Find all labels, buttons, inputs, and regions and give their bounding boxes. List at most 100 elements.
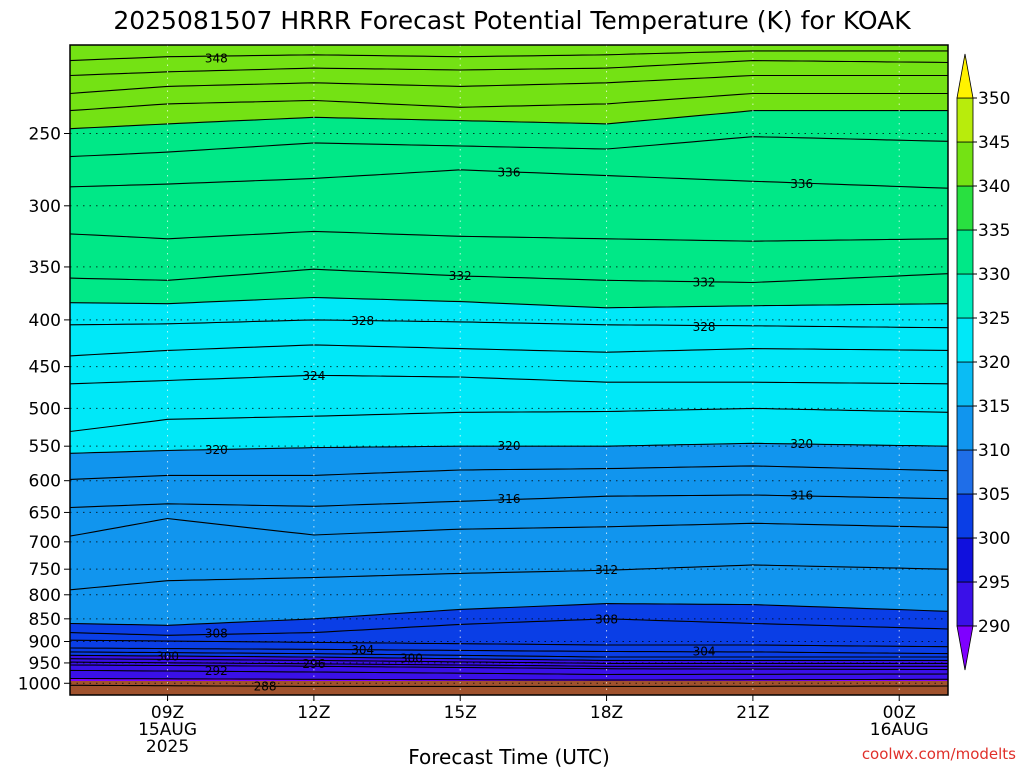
colorbar-segment: [956, 361, 974, 407]
isotherm-296: [70, 661, 948, 667]
contour-label: 324: [302, 369, 325, 383]
contour-label: 300: [156, 650, 179, 664]
colorbar-tick-label: 325: [978, 309, 1010, 329]
colorbar-segment: [956, 97, 974, 143]
isotherm-304: [70, 647, 948, 655]
colorbar-segment: [956, 493, 974, 539]
colorbar-high-arrow: [956, 53, 974, 99]
isotherm-308: [70, 618, 948, 636]
colorbar-tick-label: 320: [978, 353, 1010, 373]
fill-band-340: [70, 45, 948, 129]
colorbar-tick-label: 315: [978, 397, 1010, 417]
isotherm-334: [70, 230, 948, 242]
isotherm-292: [70, 669, 948, 676]
isotherm-290: [70, 677, 948, 681]
contour-label: 300: [400, 651, 423, 665]
x-tick-label: 16AUG: [870, 720, 929, 740]
x-tick-label: 21Z: [736, 703, 769, 723]
isotherm-300: [70, 654, 948, 661]
contour-label: 320: [205, 443, 228, 457]
isotherm-324: [70, 374, 948, 385]
isotherm-338: [70, 136, 948, 158]
y-tick-label: 750: [29, 560, 61, 580]
colorbar-tick-label: 300: [978, 529, 1010, 549]
contour-label: 328: [693, 320, 716, 334]
contour-label: 304: [693, 645, 716, 659]
x-tick-label: 15AUG: [138, 720, 197, 740]
colorbar-segment: [956, 229, 974, 275]
colorbar-segment: [956, 185, 974, 231]
isotherm-336: [70, 169, 948, 189]
x-tick-label: 09Z: [151, 703, 184, 723]
y-tick-label: 500: [29, 399, 61, 419]
contour-label: 304: [351, 643, 374, 657]
colorbar-tick-label: 350: [978, 89, 1010, 109]
filled-contours: [70, 45, 948, 695]
isotherm-310: [70, 603, 948, 626]
contour-label: 312: [595, 563, 618, 577]
colorbar-segment: [956, 317, 974, 363]
contour-label: 332: [693, 275, 716, 289]
colorbar-tick-label: 330: [978, 265, 1010, 285]
isotherm-312: [70, 564, 948, 591]
y-tick-label: 300: [29, 197, 61, 217]
y-axis: 2503003504004505005506006507007508008509…: [18, 124, 70, 694]
x-axis-label: Forecast Time (UTC): [408, 745, 610, 768]
isotherm-288: [70, 684, 948, 687]
isotherm-342: [70, 92, 948, 112]
plot-frame: [69, 44, 949, 696]
isotherm-316: [70, 494, 948, 509]
colorbar-segment: [956, 537, 974, 583]
y-tick-label: 250: [29, 124, 61, 144]
colorbar: 290 295 300 305 310 315 320 325 330 335 340 345 350: [956, 53, 1010, 671]
colorbar-tick-label: 290: [978, 617, 1010, 637]
isotherm-330: [70, 296, 948, 309]
y-tick-label: 850: [29, 610, 61, 630]
isotherm-328: [70, 319, 948, 329]
y-tick-label: 550: [29, 437, 61, 457]
colorbar-tick-label: 340: [978, 177, 1010, 197]
colorbar-tick-label: 295: [978, 573, 1010, 593]
y-tick-label: 800: [29, 586, 61, 606]
isotherm-298: [70, 658, 948, 664]
isotherm-306: [70, 639, 948, 648]
y-tick-label: 950: [29, 654, 61, 674]
grid: [70, 45, 948, 695]
colorbar-segment: [956, 449, 974, 495]
isotherm-344: [70, 74, 948, 95]
x-tick-label: 2025: [146, 737, 189, 757]
contour-label: 296: [302, 657, 325, 671]
chart-title: 2025081507 HRRR Forecast Potential Tempe…: [113, 6, 911, 35]
isotherm-340: [70, 110, 948, 130]
colorbar-tick-label: 335: [978, 221, 1010, 241]
colorbar-tick-label: 345: [978, 133, 1010, 153]
contour-label: 316: [790, 489, 813, 503]
y-tick-label: 450: [29, 358, 61, 378]
ground-surface: [70, 681, 948, 695]
isotherm-326: [70, 344, 948, 357]
contour-label: 316: [498, 492, 521, 506]
contour-labels: 348 336 336 332 332 328 328 324 320 320 320 316 316 3…: [156, 52, 813, 694]
contour-label: 308: [595, 612, 618, 626]
colorbar-tick-label: 305: [978, 485, 1010, 505]
y-tick-label: 400: [29, 311, 61, 331]
contour-label: 348: [205, 52, 228, 66]
isotherm-lines: [70, 50, 948, 687]
y-tick-label: 350: [29, 258, 61, 278]
isotherm-302: [70, 651, 948, 658]
x-tick-label: 15Z: [444, 703, 477, 723]
y-tick-label: 1000: [18, 674, 61, 694]
y-tick-label: 600: [29, 472, 61, 492]
colorbar-tick-label: 310: [978, 441, 1010, 461]
contour-label: 336: [498, 166, 521, 180]
isotherm-294: [70, 664, 948, 671]
contour-label: 336: [790, 177, 813, 191]
isotherm-314: [70, 517, 948, 537]
colorbar-segment: [956, 405, 974, 451]
credit-text: coolwx.com/modelts: [862, 745, 1016, 763]
x-tick-label: 12Z: [297, 703, 330, 723]
contour-label: 308: [205, 626, 228, 640]
colorbar-segment: [956, 273, 974, 319]
